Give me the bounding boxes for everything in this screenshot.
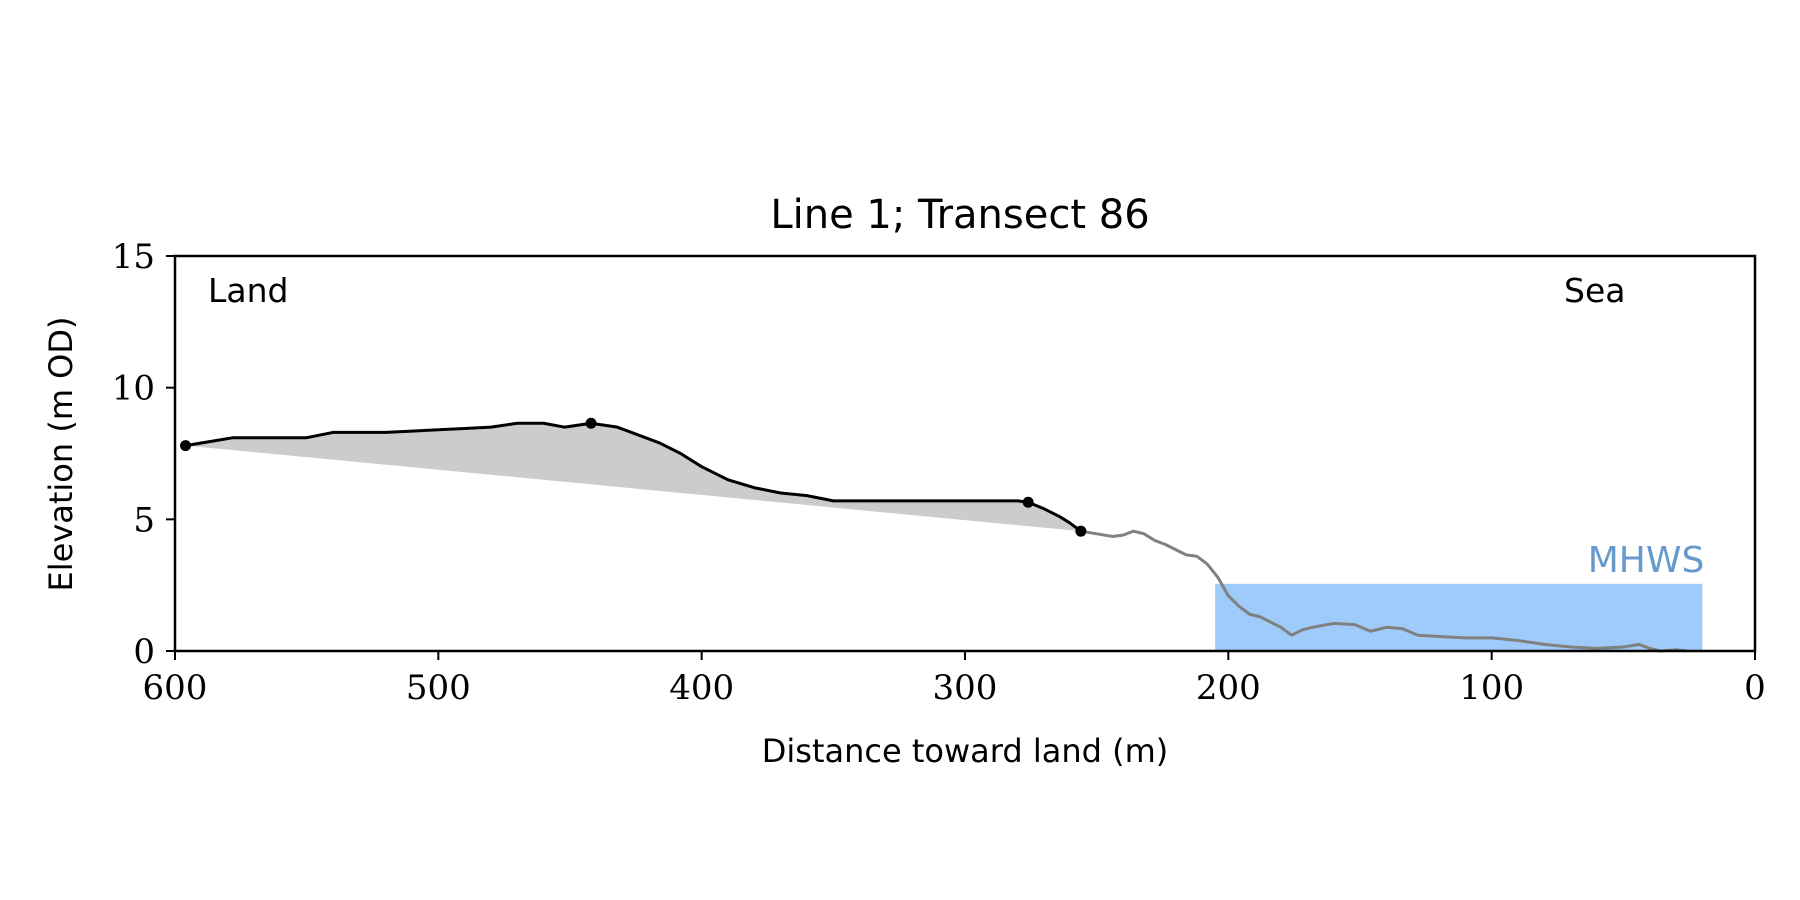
x-tick-label: 300 bbox=[933, 668, 998, 708]
x-tick-label: 500 bbox=[406, 668, 471, 708]
cliff-profile-line bbox=[185, 421, 1082, 533]
cliff-marker bbox=[585, 417, 597, 429]
land-label: Land bbox=[208, 271, 288, 310]
y-axis-label: Elevation (m OD) bbox=[42, 317, 80, 592]
chart-title: Line 1; Transect 86 bbox=[770, 192, 1149, 238]
sea-label: Sea bbox=[1564, 271, 1625, 310]
y-tick-label: 10 bbox=[112, 369, 155, 409]
y-tick-label: 0 bbox=[133, 632, 155, 672]
y-tick-label: 5 bbox=[133, 500, 155, 540]
x-axis-label: Distance toward land (m) bbox=[762, 732, 1168, 770]
y-tick-label: 15 bbox=[112, 237, 155, 277]
cliff-area-fill bbox=[185, 423, 1081, 532]
mhws-label: MHWS bbox=[1588, 540, 1705, 581]
lower-profile-line bbox=[1080, 529, 1687, 653]
axis-ticks: 600 500 400 300 200 100 0 0 5 10 15 bbox=[112, 237, 1766, 708]
x-tick-label: 200 bbox=[1196, 668, 1261, 708]
x-tick-label: 100 bbox=[1459, 668, 1524, 708]
plot-area: MHWS bbox=[180, 417, 1705, 653]
x-tick-label: 0 bbox=[1744, 668, 1766, 708]
cliff-marker bbox=[1022, 496, 1034, 508]
cliff-marker bbox=[180, 440, 192, 452]
x-tick-label: 600 bbox=[143, 668, 208, 708]
mhws-band bbox=[1215, 583, 1703, 651]
cliff-marker bbox=[1075, 525, 1087, 537]
x-tick-label: 400 bbox=[669, 668, 734, 708]
